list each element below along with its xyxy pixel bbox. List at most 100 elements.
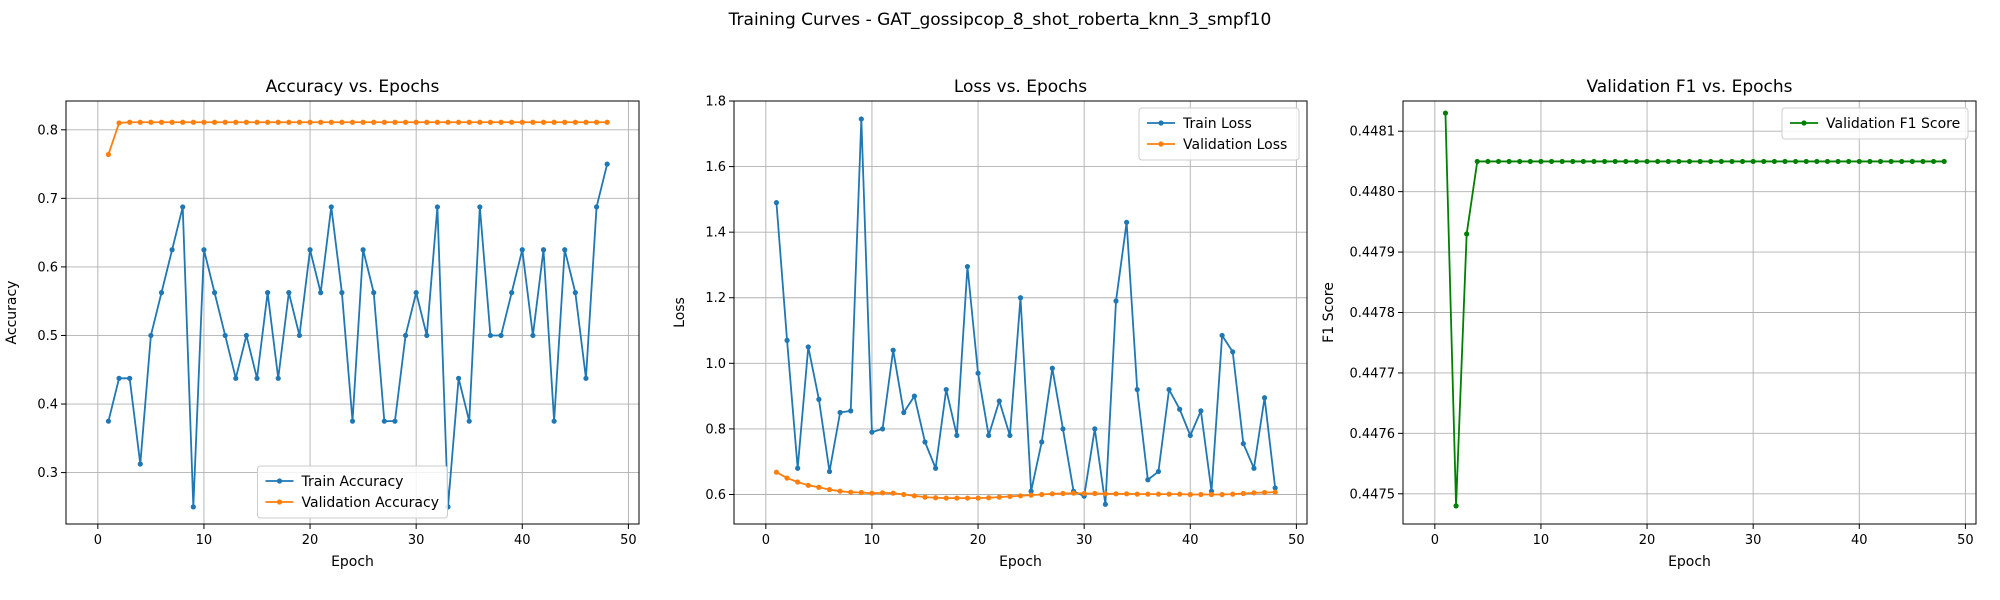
data-point-validation-loss (890, 490, 896, 496)
data-point-validation-loss (1187, 491, 1193, 498)
data-point-validation-f1-score (1633, 158, 1640, 165)
data-point-validation-loss (1155, 491, 1162, 497)
data-point-validation-loss (816, 484, 822, 490)
data-point-validation-accuracy (158, 119, 165, 125)
data-point-validation-accuracy (211, 119, 218, 125)
data-point-validation-accuracy (509, 119, 515, 125)
data-point-validation-f1-score (1899, 158, 1905, 165)
data-point-train-loss (954, 432, 960, 439)
data-point-validation-f1-score (1442, 110, 1449, 116)
x-axis-label: Epoch (999, 554, 1042, 570)
legend-marker-train-loss (1158, 120, 1164, 126)
data-point-validation-accuracy (190, 119, 196, 125)
data-point-train-accuracy (583, 375, 589, 381)
data-point-validation-loss (1092, 490, 1098, 497)
data-point-train-accuracy (190, 504, 196, 510)
data-point-validation-loss (1028, 492, 1034, 498)
data-point-train-loss (1028, 488, 1034, 494)
data-point-validation-loss (837, 488, 843, 494)
data-point-train-loss (826, 468, 833, 475)
data-point-train-accuracy (402, 332, 409, 339)
x-tick-label: 0 (94, 533, 102, 548)
data-point-validation-accuracy (127, 119, 133, 125)
y-tick-label: 0.4480 (1350, 185, 1396, 200)
data-point-train-loss (901, 409, 907, 416)
data-point-train-accuracy (381, 418, 387, 424)
legend: Train Loss Validation Loss (1138, 107, 1300, 161)
data-point-validation-accuracy (583, 119, 589, 125)
data-point-validation-f1-score (1495, 158, 1502, 165)
x-tick-label: 10 (1533, 533, 1550, 548)
data-point-validation-loss (1261, 489, 1268, 496)
data-point-train-loss (1272, 485, 1278, 491)
data-point-validation-loss (975, 495, 981, 501)
data-point-validation-accuracy (222, 119, 228, 125)
x-tick-label: 20 (1639, 533, 1656, 548)
data-point-validation-f1-score (1909, 158, 1915, 165)
y-tick-label: 0.8 (705, 422, 726, 437)
data-point-train-loss (1102, 501, 1108, 507)
data-point-train-loss (933, 465, 939, 471)
data-point-validation-accuracy (116, 120, 122, 126)
data-point-train-accuracy (275, 375, 281, 381)
data-point-train-accuracy (392, 418, 398, 424)
y-tick-label: 0.3 (37, 466, 58, 481)
x-tick-label: 30 (1076, 533, 1093, 548)
data-point-validation-loss (1240, 490, 1246, 497)
y-tick-label: 0.4479 (1350, 246, 1396, 261)
data-point-validation-f1-score (1877, 158, 1884, 165)
series-group (105, 119, 610, 510)
data-point-validation-accuracy (381, 119, 387, 125)
axes-frame (65, 100, 640, 525)
data-point-validation-f1-score (1856, 158, 1862, 165)
data-point-train-loss (911, 393, 917, 399)
data-point-train-loss (1198, 408, 1204, 414)
y-tick-label: 0.7 (37, 192, 58, 207)
data-point-train-accuracy (339, 290, 345, 296)
data-point-train-accuracy (562, 247, 568, 253)
data-point-validation-f1-score (1888, 158, 1894, 165)
data-point-validation-f1-score (1464, 231, 1470, 237)
y-tick-label: 0.5 (37, 329, 58, 344)
data-point-validation-loss (858, 489, 864, 496)
data-point-validation-loss (922, 494, 928, 500)
data-point-validation-accuracy (328, 119, 334, 125)
data-point-train-accuracy (222, 332, 228, 339)
chart-panel-3: 0 10 20 30 40 50 0.4475 0.4476 0.4477 0.4478 0.447… (1321, 77, 1977, 570)
legend-box (1138, 107, 1300, 161)
data-point-validation-accuracy (551, 119, 557, 125)
data-point-train-accuracy (243, 332, 249, 339)
data-point-validation-loss (1007, 493, 1013, 500)
data-point-validation-loss (1017, 493, 1024, 499)
data-point-validation-f1-score (1453, 503, 1459, 509)
x-tick-label: 50 (620, 533, 637, 548)
legend: Train Accuracy Validation Accuracy (257, 465, 448, 519)
data-point-validation-loss (805, 482, 811, 488)
figure-suptitle: Training Curves - GAT_gossipcop_8_shot_r… (728, 10, 1272, 30)
x-tick-label: 50 (1957, 533, 1974, 548)
data-point-validation-f1-score (1920, 158, 1926, 165)
data-point-validation-f1-score (1686, 158, 1693, 165)
data-point-validation-f1-score (1697, 158, 1703, 165)
y-tick-label: 1.2 (705, 291, 726, 306)
data-point-validation-loss (879, 490, 886, 496)
data-point-train-loss (1187, 432, 1193, 439)
data-point-train-loss (890, 347, 896, 353)
data-point-validation-accuracy (487, 119, 494, 125)
data-point-validation-f1-score (1708, 158, 1714, 165)
data-point-validation-loss (1208, 491, 1215, 498)
data-point-validation-accuracy (540, 119, 547, 125)
data-point-train-accuracy (286, 290, 292, 296)
data-point-validation-loss (964, 495, 971, 501)
data-point-validation-loss (1113, 491, 1119, 497)
data-point-train-loss (1145, 477, 1151, 483)
data-point-validation-accuracy (445, 119, 451, 125)
data-point-train-loss (1155, 468, 1162, 475)
x-axis-label: Epoch (331, 554, 374, 570)
data-point-validation-f1-score (1527, 158, 1533, 165)
data-point-validation-loss (1177, 491, 1183, 497)
legend-marker-train-accuracy (276, 478, 283, 484)
data-point-train-accuracy (105, 418, 112, 424)
data-point-validation-f1-score (1782, 158, 1788, 165)
data-point-validation-f1-score (1761, 158, 1767, 165)
